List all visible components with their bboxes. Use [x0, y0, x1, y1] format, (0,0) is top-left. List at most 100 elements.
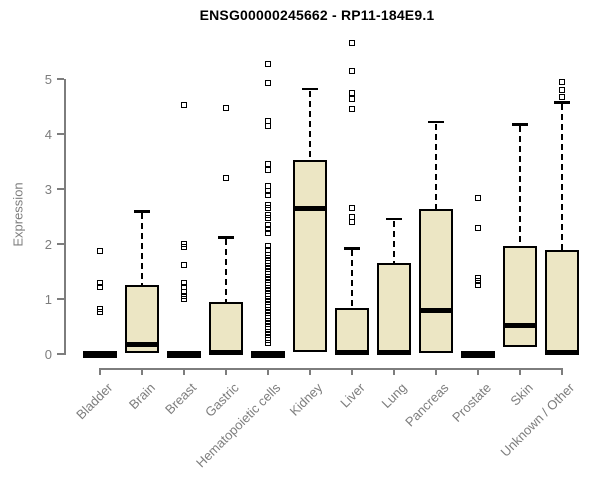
outlier-point [265, 252, 271, 258]
x-tick [477, 368, 479, 375]
x-tick [351, 368, 353, 375]
x-category-label: Unknown / Other [498, 380, 578, 460]
y-tick [57, 243, 64, 245]
y-tick [57, 133, 64, 135]
outlier-point [265, 205, 271, 212]
whisker-cap-kidney [302, 87, 318, 91]
outlier-point [265, 80, 271, 87]
outlier-point [475, 224, 481, 231]
outlier-point [475, 281, 481, 288]
median-gastric [209, 349, 243, 355]
outlier-point [223, 105, 229, 112]
outlier-point [349, 213, 355, 220]
x-tick [183, 368, 185, 375]
box-unknown-other [545, 250, 579, 354]
whisker-cap-unknown-other [554, 101, 570, 104]
box-gastric [209, 301, 243, 354]
x-category-label: Pancreas [402, 380, 452, 430]
whisker-pancreas [435, 123, 437, 210]
x-tick [435, 368, 437, 375]
outlier-point [181, 279, 187, 286]
whisker-cap-pancreas [428, 120, 444, 124]
x-category-label: Bladder [73, 380, 116, 423]
outlier-point [265, 61, 271, 68]
y-tick-label: 4 [44, 126, 52, 142]
outlier-point [349, 219, 355, 225]
outlier-point [349, 106, 355, 113]
median-lung [377, 349, 411, 355]
outlier-point [265, 183, 271, 190]
outlier-point [97, 247, 103, 254]
whisker-cap-brain [134, 210, 150, 213]
x-tick [99, 368, 101, 375]
x-tick [225, 368, 227, 375]
outlier-point [265, 187, 271, 194]
median-unknown-other [545, 349, 579, 355]
outlier-point [265, 230, 271, 236]
outlier-point [181, 283, 187, 290]
outlier-point [97, 309, 103, 316]
x-category-label: Lung [378, 380, 410, 412]
outlier-point [349, 205, 355, 212]
y-tick-label: 5 [44, 71, 52, 87]
y-tick [57, 353, 64, 355]
outlier-point [181, 261, 187, 268]
outlier-point [97, 305, 103, 312]
chart-title: ENSG00000245662 - RP11-184E9.1 [199, 7, 435, 23]
box-breast [167, 350, 201, 358]
x-tick [561, 368, 563, 375]
y-tick-label: 3 [44, 181, 52, 197]
x-category-label: Prostate [448, 380, 494, 425]
x-category-label: Brain [125, 380, 158, 413]
outlier-point [349, 89, 355, 96]
x-tick [141, 368, 143, 375]
outlier-point [559, 87, 565, 93]
outlier-point [349, 67, 355, 74]
whisker-gastric [225, 239, 227, 302]
outlier-point [475, 195, 481, 202]
median-liver [335, 349, 369, 355]
box-pancreas [419, 209, 453, 353]
whisker-cap-liver [344, 247, 360, 250]
outlier-point [265, 166, 271, 173]
x-tick [519, 368, 521, 375]
whisker-cap-skin [512, 123, 528, 126]
outlier-point [97, 283, 103, 290]
y-tick-label: 0 [44, 346, 52, 362]
outlier-point [475, 278, 481, 285]
outlier-point [181, 293, 187, 300]
outlier-point [475, 275, 481, 282]
box-kidney [293, 160, 327, 352]
outlier-point [181, 241, 187, 247]
whisker-liver [351, 250, 353, 309]
median-brain [125, 341, 159, 347]
outlier-point [265, 211, 271, 218]
outlier-point [265, 215, 271, 222]
x-category-label: Breast [162, 380, 200, 418]
outlier-point [97, 279, 103, 286]
outlier-point [223, 175, 229, 181]
outlier-point [349, 96, 355, 103]
whisker-kidney [309, 90, 311, 161]
outlier-point [265, 246, 271, 253]
x-category-label: Kidney [286, 380, 326, 419]
box-lung [377, 262, 411, 354]
outlier-point [265, 221, 271, 228]
outlier-point [265, 243, 271, 250]
y-tick [57, 188, 64, 190]
whisker-lung [393, 220, 395, 263]
outlier-point [265, 225, 271, 232]
median-kidney [293, 205, 327, 211]
box-skin [503, 246, 537, 348]
outlier-point [265, 191, 271, 198]
y-tick-label: 1 [44, 291, 52, 307]
x-axis-line [99, 368, 563, 370]
outlier-point [265, 161, 271, 168]
box-liver [335, 308, 369, 354]
outlier-point [349, 39, 355, 46]
whisker-cap-lung [386, 217, 402, 221]
x-tick [267, 368, 269, 375]
box-prostate [461, 350, 495, 358]
y-tick [57, 78, 64, 80]
outlier-point [265, 201, 271, 208]
